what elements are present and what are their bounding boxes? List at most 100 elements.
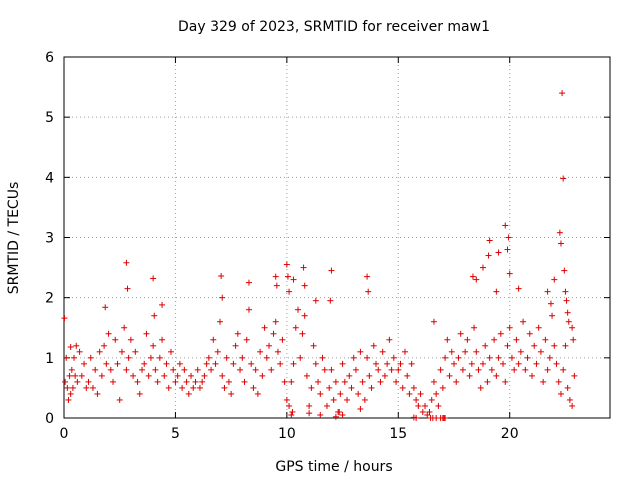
data-point — [290, 276, 297, 283]
data-point — [502, 378, 509, 385]
y-tick-label: 3 — [45, 231, 54, 247]
data-point — [243, 336, 250, 343]
data-point — [161, 372, 168, 379]
data-point — [344, 396, 351, 403]
y-tick-label: 1 — [45, 351, 54, 367]
data-point — [188, 372, 195, 379]
data-point — [219, 372, 226, 379]
data-point — [317, 411, 324, 418]
data-point — [506, 324, 513, 331]
data-point — [413, 396, 420, 403]
data-point — [273, 282, 280, 289]
data-point — [223, 354, 230, 361]
data-point — [295, 306, 301, 313]
data-point — [150, 342, 157, 349]
data-point — [566, 396, 573, 403]
data-point — [531, 342, 538, 349]
data-point — [283, 396, 290, 403]
data-point — [317, 390, 324, 397]
data-point — [415, 402, 422, 409]
data-point — [357, 405, 364, 412]
data-point — [326, 384, 333, 391]
data-point — [352, 366, 359, 373]
data-point — [259, 372, 266, 379]
data-point — [103, 360, 110, 367]
data-point — [557, 240, 564, 247]
data-point — [172, 378, 179, 385]
data-point — [245, 306, 252, 313]
data-point — [301, 282, 308, 289]
data-point — [388, 366, 395, 373]
data-point — [286, 402, 293, 409]
data-point — [350, 354, 357, 361]
data-point — [457, 330, 464, 337]
data-point — [365, 288, 372, 295]
data-point — [225, 378, 232, 385]
data-point — [65, 396, 72, 403]
data-point — [210, 336, 217, 343]
data-point — [459, 366, 466, 373]
data-point — [551, 276, 558, 283]
data-point — [355, 390, 362, 397]
data-point — [257, 348, 264, 355]
data-point — [290, 360, 297, 367]
data-point — [537, 348, 544, 355]
data-point — [508, 354, 515, 361]
data-point — [361, 396, 368, 403]
data-point — [464, 336, 471, 343]
data-point — [547, 300, 554, 307]
data-point — [121, 324, 128, 331]
data-point — [493, 372, 500, 379]
data-point — [522, 366, 529, 373]
data-point — [241, 378, 248, 385]
data-point — [315, 378, 322, 385]
data-point — [569, 324, 576, 331]
data-point — [505, 234, 512, 241]
data-point — [571, 372, 578, 379]
data-point — [422, 402, 429, 409]
y-tick-label: 4 — [45, 170, 54, 186]
data-point — [569, 402, 576, 409]
data-point — [524, 354, 531, 361]
data-point — [102, 304, 109, 311]
data-point — [468, 360, 475, 367]
data-point — [444, 336, 451, 343]
data-point — [390, 354, 397, 361]
data-point — [303, 372, 310, 379]
data-point — [495, 249, 502, 256]
data-point — [535, 324, 542, 331]
data-point — [72, 372, 79, 379]
data-point — [517, 348, 524, 355]
data-point — [327, 297, 334, 304]
data-point — [284, 273, 291, 280]
data-point — [127, 336, 134, 343]
data-point — [364, 273, 371, 280]
data-point — [321, 366, 328, 373]
data-point — [377, 378, 384, 385]
data-point — [143, 330, 150, 337]
data-point — [564, 309, 571, 316]
y-tick-label: 2 — [45, 291, 54, 307]
data-point — [67, 390, 74, 397]
data-point — [239, 354, 246, 361]
data-point — [491, 336, 498, 343]
data-point — [357, 348, 364, 355]
data-point — [560, 366, 567, 373]
data-point — [179, 384, 186, 391]
data-point — [484, 378, 491, 385]
data-point — [542, 336, 549, 343]
data-point — [506, 270, 513, 277]
data-point — [410, 384, 417, 391]
data-point — [533, 360, 540, 367]
data-point — [98, 372, 105, 379]
data-point — [250, 384, 257, 391]
data-point — [150, 275, 157, 282]
data-point — [159, 301, 166, 308]
data-point — [165, 384, 172, 391]
data-point — [473, 348, 480, 355]
data-point — [428, 396, 435, 403]
data-point — [346, 372, 353, 379]
data-point — [132, 348, 139, 355]
data-point — [406, 390, 413, 397]
